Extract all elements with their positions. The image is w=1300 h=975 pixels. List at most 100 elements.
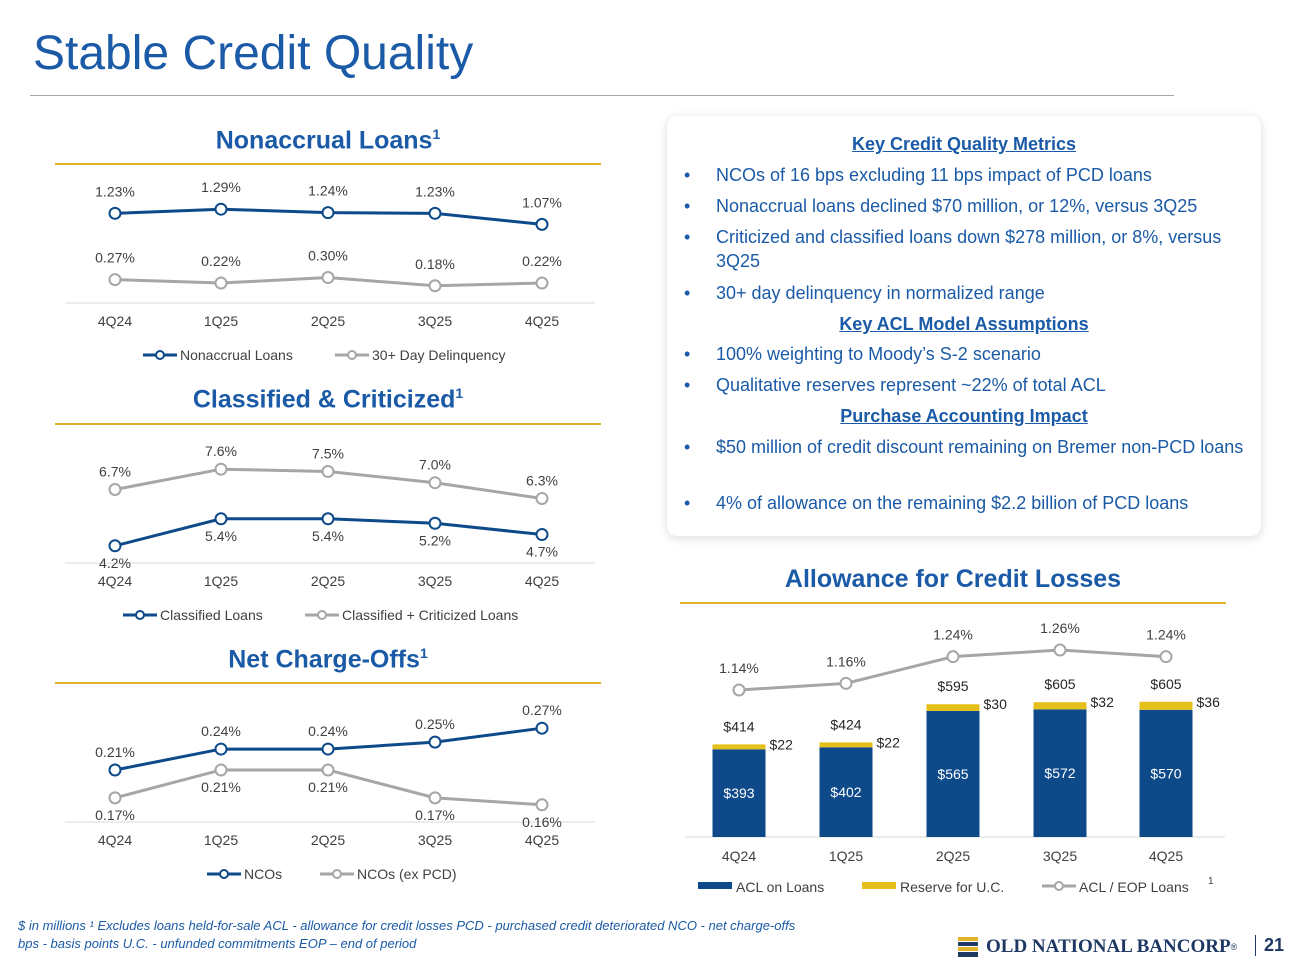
- data-point: [214, 512, 228, 526]
- acl-title-rule: [680, 602, 1226, 604]
- metrics-bullet: • $50 million of credit discount remainin…: [684, 437, 1244, 457]
- ratio-point: [839, 676, 853, 690]
- data-point: [214, 742, 228, 756]
- data-point: [535, 276, 549, 290]
- data-point: [108, 539, 122, 553]
- legend-marker: [155, 350, 165, 360]
- uc-bar: [1033, 702, 1087, 710]
- data-point: [428, 791, 442, 805]
- x-tick-label: 4Q24: [98, 313, 132, 329]
- data-label: 7.6%: [205, 443, 237, 459]
- x-tick-label: 4Q25: [525, 832, 559, 848]
- data-label: 0.17%: [415, 807, 455, 823]
- data-point: [428, 516, 442, 530]
- data-label: 0.17%: [95, 807, 135, 823]
- data-label: 6.3%: [526, 472, 558, 488]
- total-value-label: $595: [937, 678, 968, 694]
- data-label: 0.21%: [308, 779, 348, 795]
- x-tick-label: 3Q25: [418, 832, 452, 848]
- data-label: 4.2%: [99, 555, 131, 571]
- total-value-label: $424: [830, 716, 861, 732]
- legend-marker: [332, 869, 342, 879]
- footnote-line-2: bps - basis points U.C. - unfunded commi…: [18, 936, 417, 951]
- x-tick-label: 4Q24: [98, 832, 132, 848]
- x-tick-label: 4Q25: [525, 313, 559, 329]
- x-tick-label: 2Q25: [311, 313, 345, 329]
- legend-marker: [317, 610, 327, 620]
- data-label: 0.24%: [201, 723, 241, 739]
- data-point: [535, 721, 549, 735]
- uc-value-label: $22: [770, 736, 794, 752]
- ratio-label: 1.24%: [933, 627, 973, 643]
- uc-bar: [1139, 701, 1193, 710]
- uc-bar: [819, 742, 873, 748]
- legend-marker: [135, 610, 145, 620]
- company-logo: OLD NATIONAL BANCORP ®: [958, 936, 1237, 958]
- x-tick-label: 4Q25: [525, 573, 559, 589]
- nco-chart: 0.21% 0.24% 0.24% 0.25% 0.27% 0.17% 0.21% 0.21%…: [65, 702, 595, 882]
- data-label: 0.30%: [308, 248, 348, 264]
- data-label: 0.27%: [522, 702, 562, 718]
- data-point: [535, 798, 549, 812]
- acl-bar: [1033, 709, 1087, 837]
- uc-value-label: $36: [1197, 694, 1221, 710]
- data-label: 0.21%: [201, 779, 241, 795]
- data-label: 7.0%: [419, 457, 451, 473]
- data-label: 0.21%: [95, 744, 135, 760]
- data-point: [214, 202, 228, 216]
- metrics-bullet: • Nonaccrual loans declined $70 million, …: [684, 196, 1198, 216]
- data-label: 4.7%: [526, 544, 558, 560]
- data-label: 1.24%: [308, 183, 348, 199]
- legend-label: Reserve for U.C.: [900, 879, 1004, 895]
- metrics-heading-credit-quality: Key Credit Quality Metrics: [851, 134, 1077, 154]
- acl-chart: $393 $22 $414 $402 $22 $424 $565 $30 $595 $572 $32…: [685, 620, 1225, 895]
- data-point: [428, 279, 442, 293]
- legend-marker: [1054, 881, 1064, 891]
- ratio-point: [946, 650, 960, 664]
- data-label: 0.22%: [201, 253, 241, 269]
- logo-mark-icon: [958, 937, 978, 957]
- acl-bar: [926, 710, 980, 837]
- total-value-label: $605: [1150, 676, 1181, 692]
- data-label: 5.4%: [205, 528, 237, 544]
- metrics-bullet: • 30+ day delinquency in normalized range: [684, 283, 1045, 303]
- data-point: [428, 735, 442, 749]
- uc-bar: [712, 744, 766, 750]
- ratio-label: 1.24%: [1146, 627, 1186, 643]
- data-label: 5.2%: [419, 532, 451, 548]
- x-tick-label: 2Q25: [311, 573, 345, 589]
- x-tick-label: 2Q25: [936, 848, 970, 864]
- x-tick-label: 4Q25: [1149, 848, 1183, 864]
- x-tick-label: 1Q25: [204, 573, 238, 589]
- nco-chart-title: Net Charge-Offs1: [228, 645, 428, 674]
- uc-value-label: $32: [1091, 694, 1115, 710]
- classified-chart-title: Classified & Criticized1: [192, 385, 464, 414]
- x-tick-label: 4Q24: [722, 848, 756, 864]
- data-label: 5.4%: [312, 528, 344, 544]
- data-label: 0.25%: [415, 716, 455, 732]
- legend-swatch: [698, 882, 732, 889]
- metrics-bullet: • Criticized and classified loans down $2…: [684, 227, 1222, 271]
- metrics-bullet: • Qualitative reserves represent ~22% of …: [684, 375, 1106, 395]
- acl-chart-title: Allowance for Credit Losses: [784, 565, 1122, 593]
- data-point: [108, 206, 122, 220]
- legend-swatch: [862, 882, 896, 889]
- logo-text: OLD NATIONAL BANCORP: [986, 936, 1231, 957]
- x-tick-label: 2Q25: [311, 832, 345, 848]
- data-point: [108, 273, 122, 287]
- data-point: [535, 528, 549, 542]
- ratio-label: 1.16%: [826, 653, 866, 669]
- data-label: 1.29%: [201, 179, 241, 195]
- x-tick-label: 3Q25: [418, 573, 452, 589]
- data-point: [321, 763, 335, 777]
- legend-marker: [347, 350, 357, 360]
- data-point: [321, 742, 335, 756]
- x-tick-label: 3Q25: [418, 313, 452, 329]
- acl-bar: [712, 749, 766, 837]
- legend-label: 30+ Day Delinquency: [372, 347, 505, 363]
- classified-title-rule: [55, 423, 601, 425]
- data-label: 1.23%: [95, 183, 135, 199]
- data-point: [321, 206, 335, 220]
- uc-value-label: $22: [877, 734, 901, 750]
- data-point: [428, 476, 442, 490]
